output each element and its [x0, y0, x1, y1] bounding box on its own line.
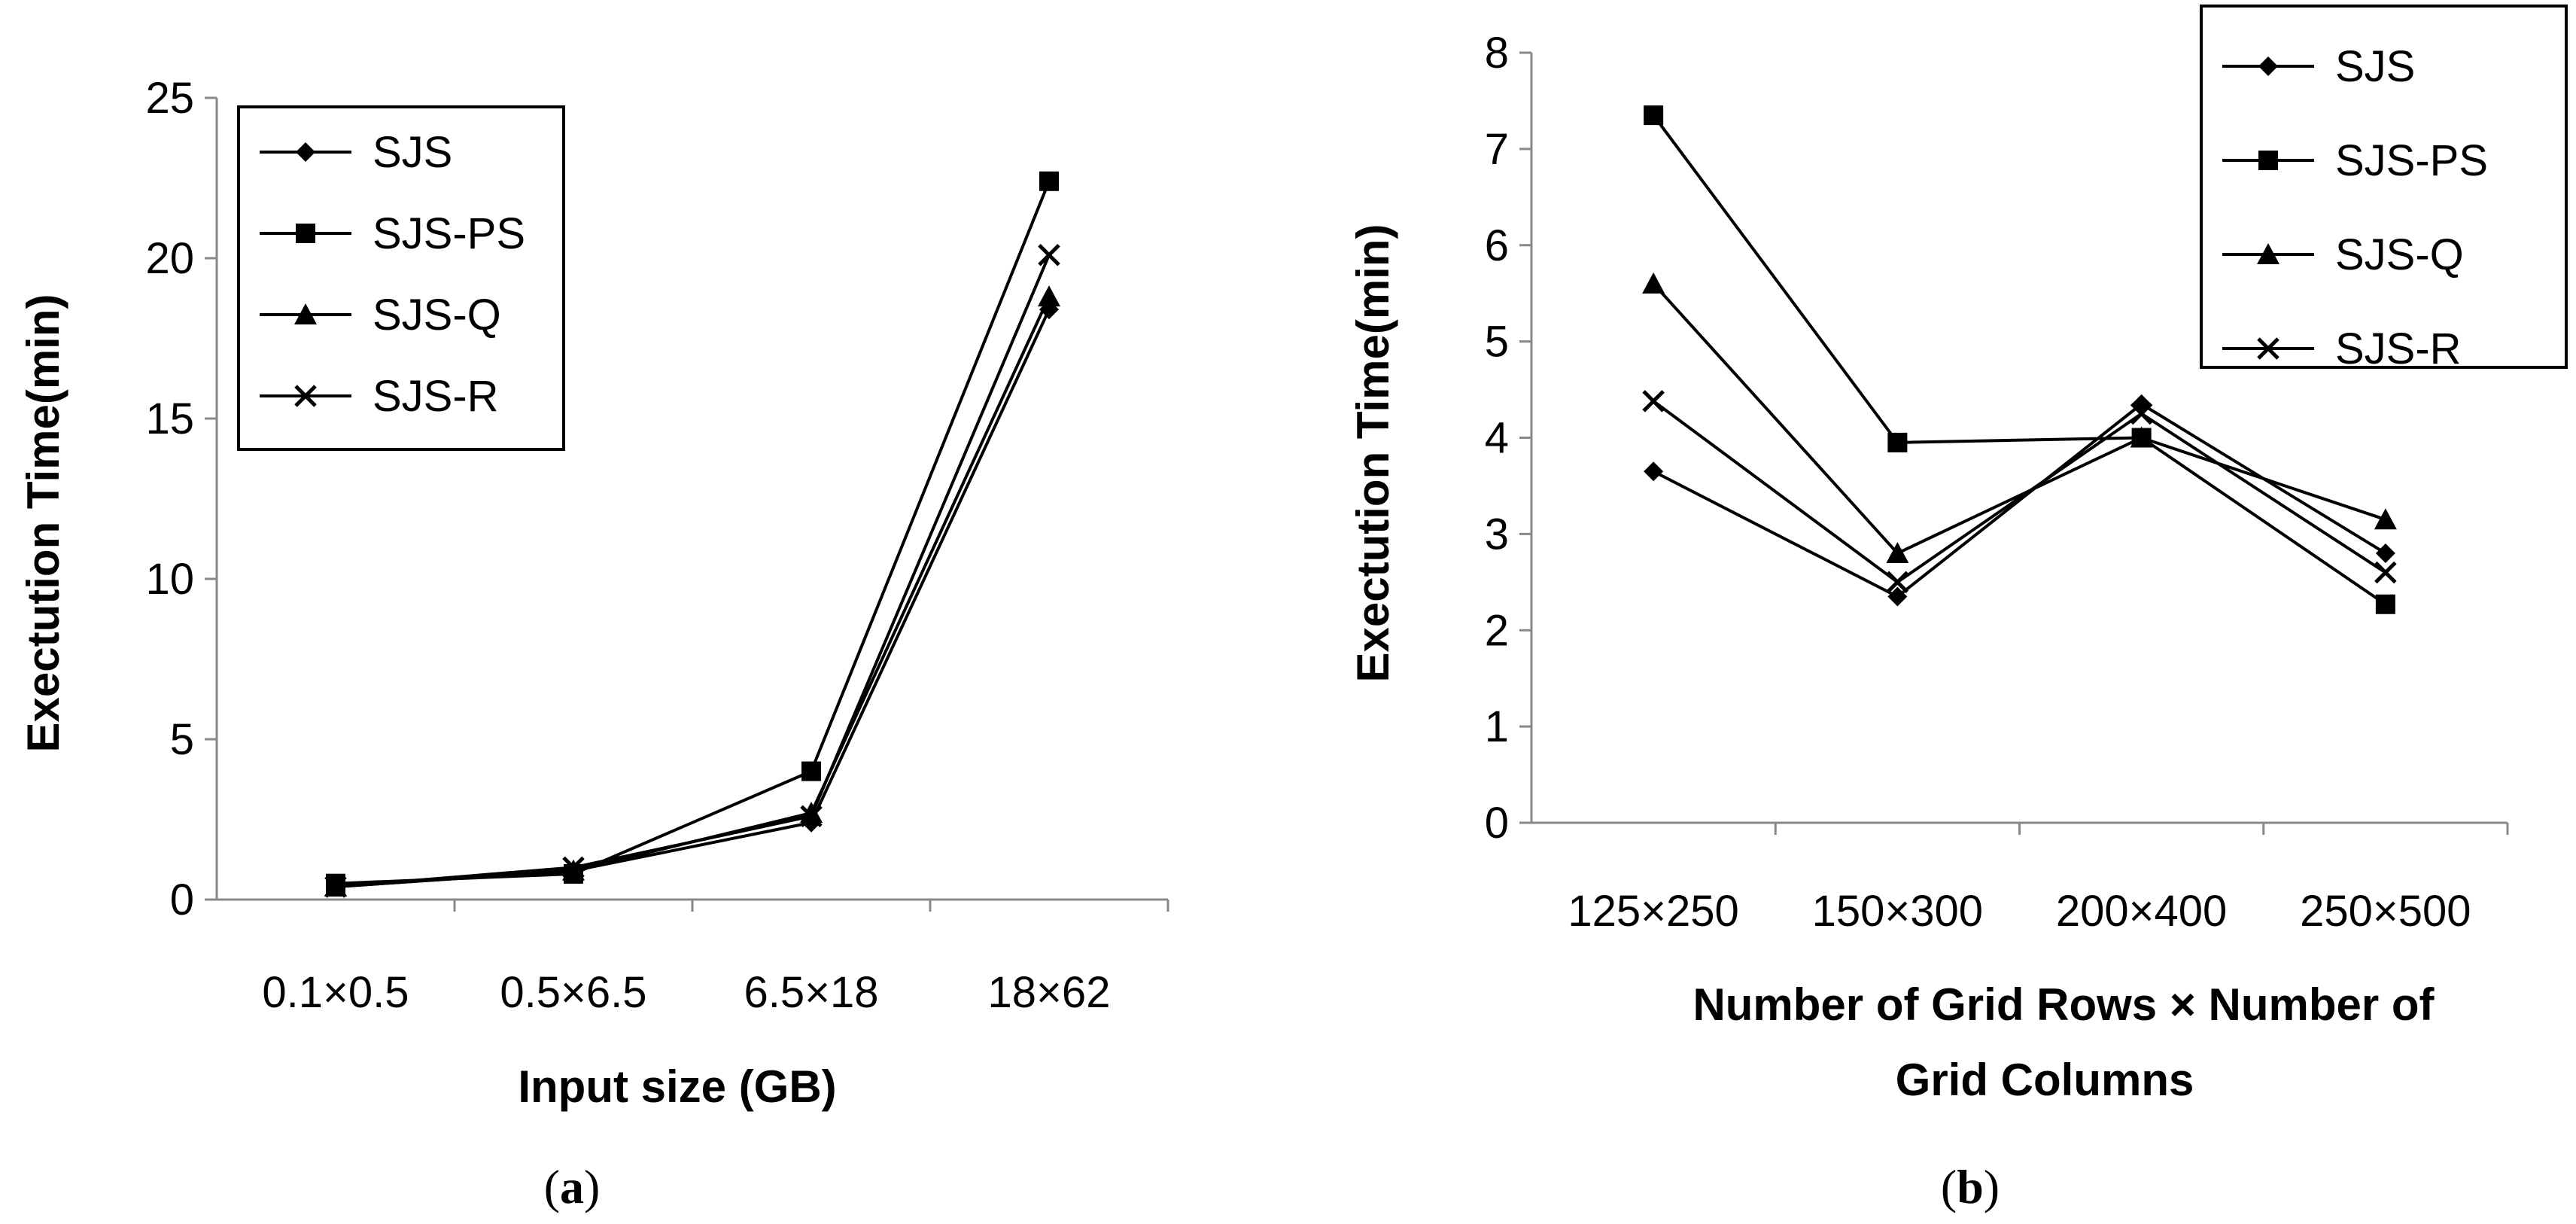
data-point	[562, 856, 585, 879]
series-sjs	[1644, 394, 2395, 607]
chart-a-series	[324, 171, 1060, 898]
y-tick-label: 7	[1485, 125, 1509, 174]
legend-item-sjs-q: SJS-Q	[260, 291, 501, 339]
legend-item-sjs-q: SJS-Q	[2222, 230, 2464, 279]
y-tick-label: 5	[170, 715, 194, 764]
data-point	[801, 761, 821, 781]
legend-marker	[2258, 56, 2278, 76]
data-point	[2130, 426, 2153, 448]
data-point	[1887, 432, 1908, 452]
legend-marker	[296, 142, 315, 162]
legend-label: SJS-Q	[2335, 230, 2464, 279]
series-line	[1652, 282, 2386, 556]
data-point	[1887, 586, 1908, 607]
chart-b-x-axis-title-line1: Number of Grid Rows × Number of	[1692, 979, 2435, 1030]
x-tick-label: 6.5×18	[744, 968, 878, 1017]
legend-marker	[2257, 243, 2279, 264]
y-tick-label: 0	[1485, 799, 1509, 848]
y-tick-label: 3	[1485, 510, 1509, 559]
legend-label: SJS	[2335, 42, 2415, 91]
x-tick-label: 18×62	[988, 968, 1111, 1017]
series-line	[335, 254, 1051, 888]
legend-label: SJS-Q	[373, 291, 501, 339]
chart-b-panel-letter: b	[1957, 1160, 1984, 1213]
chart-b-series	[1642, 105, 2397, 614]
chart-b-axes: 0 1 2 3 4 5 6 7 8 125×250 150×300 200×400 250×500	[1485, 29, 2509, 936]
legend-item-sjs: SJS	[260, 128, 452, 177]
data-point	[2374, 561, 2397, 584]
y-tick-label: 2	[1485, 606, 1509, 655]
y-tick-label: 0	[170, 875, 194, 924]
legend-marker	[294, 303, 317, 324]
legend-label: SJS-R	[2335, 324, 2462, 373]
legend-label: SJS-PS	[2335, 136, 2488, 185]
legend-item-sjs: SJS	[2222, 42, 2415, 91]
chart-b-legend: SJS SJS-PS SJS-Q SJS-R	[2200, 5, 2568, 373]
data-point	[1644, 105, 1664, 126]
y-tick-label: 20	[145, 234, 194, 283]
data-point	[2375, 543, 2395, 563]
series-sjs-q	[1642, 272, 2397, 563]
chart-b-panel-label: (b)	[1941, 1160, 2000, 1213]
legend-label: SJS	[373, 128, 452, 177]
x-tick-label: 125×250	[1568, 887, 1738, 936]
series-sjs-r	[324, 243, 1060, 898]
legend-box	[237, 105, 565, 451]
legend-label: SJS-PS	[373, 209, 525, 258]
series-line	[1652, 114, 2387, 606]
y-tick-label: 4	[1485, 414, 1509, 463]
legend-item-sjs-r: SJS-R	[260, 372, 499, 421]
y-tick-label: 6	[1485, 221, 1509, 270]
legend-marker	[2257, 337, 2279, 360]
legend-label: SJS-R	[373, 372, 499, 421]
legend-item-sjs-r: SJS-R	[2222, 324, 2462, 373]
x-tick-label: 0.5×6.5	[500, 968, 646, 1017]
series-sjs-r	[1642, 390, 2397, 594]
chart-a-axes: 0 5 10 15 20 25 0.1×0.5 0.5×6.5 6.5×18 18×62	[145, 74, 1169, 1017]
data-point	[1642, 272, 1665, 294]
x-tick-label: 150×300	[1812, 887, 1983, 936]
chart-a-y-axis-title: Exectution Time(min)	[18, 294, 68, 753]
series-line	[1652, 400, 2386, 584]
data-point	[2130, 402, 2153, 425]
data-point	[1038, 285, 1060, 307]
data-point	[2374, 508, 2397, 530]
data-point	[1886, 541, 1909, 563]
chart-b-x-axis-title-line2: Grid Columns	[1896, 1055, 2194, 1105]
chart-a-x-axis-title: Input size (GB)	[518, 1061, 836, 1112]
y-tick-label: 5	[1485, 318, 1509, 367]
y-tick-label: 8	[1485, 29, 1509, 78]
chart-a-panel-label: (a)	[544, 1160, 601, 1213]
chart-panel-b: 0 1 2 3 4 5 6 7 8 125×250 150×300 200×400 250×500 SJ…	[1348, 5, 2568, 1213]
x-tick-label: 250×500	[2300, 887, 2471, 936]
legend-marker	[2258, 151, 2278, 170]
legend-item-sjs-ps: SJS-PS	[2222, 136, 2488, 185]
chart-b-y-axis-title: Exectution Time(min)	[1348, 224, 1398, 683]
data-point	[1038, 243, 1060, 266]
legend-marker	[294, 385, 317, 407]
data-point	[800, 805, 823, 828]
y-tick-label: 10	[145, 555, 194, 604]
data-point	[324, 875, 347, 898]
y-tick-label: 1	[1485, 702, 1509, 751]
data-point	[1642, 390, 1665, 413]
y-tick-label: 25	[145, 74, 194, 123]
x-tick-label: 0.1×0.5	[262, 968, 409, 1017]
legend-marker	[296, 224, 315, 243]
x-tick-label: 200×400	[2056, 887, 2227, 936]
data-point	[2375, 594, 2395, 614]
y-tick-label: 15	[145, 394, 194, 443]
chart-a-panel-letter: a	[560, 1160, 584, 1213]
data-point	[1039, 171, 1059, 191]
data-point	[1886, 571, 1909, 594]
legend-item-sjs-ps: SJS-PS	[260, 209, 525, 258]
chart-a-legend: SJS SJS-PS SJS-Q SJS-R	[237, 105, 565, 451]
data-point	[1644, 461, 1664, 482]
